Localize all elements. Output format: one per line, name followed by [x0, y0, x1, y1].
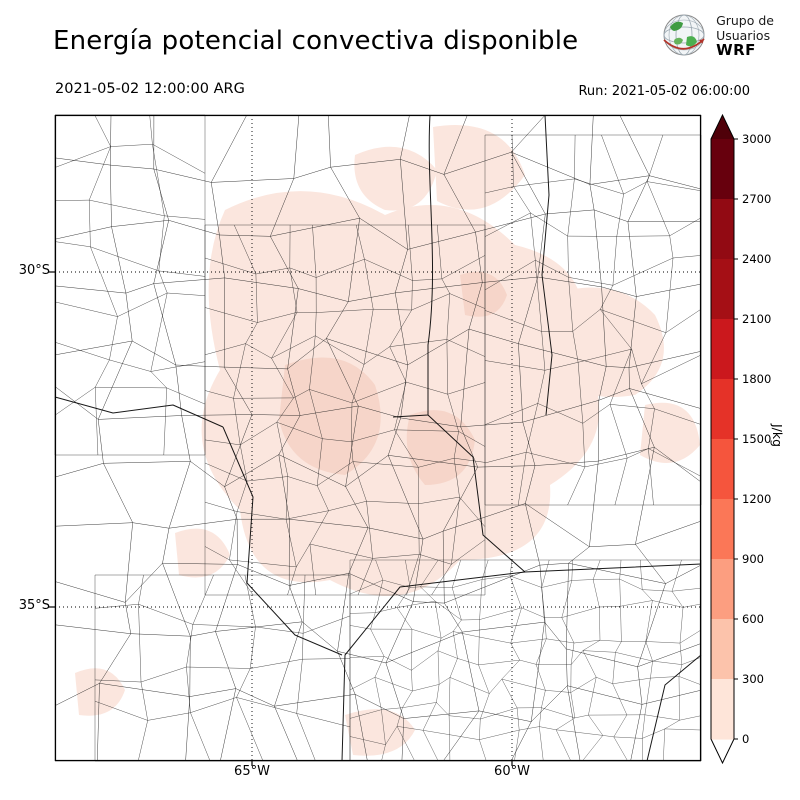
colorbar-tick-label: 1200: [742, 492, 771, 506]
colorbar-segment: [711, 259, 734, 320]
colorbar-tick-label: 900: [742, 552, 764, 566]
wrf-logo: Grupo de Usuarios WRF: [661, 12, 774, 58]
colorbar-segment: [711, 559, 734, 620]
department-boundaries: [54, 114, 702, 762]
colorbar-segment: [711, 319, 734, 380]
lon-tick-60w: 60°W: [494, 764, 530, 779]
lat-tick-35s: 35°S: [18, 598, 50, 613]
colorbar-tick-label: 1500: [742, 432, 771, 446]
colorbar-unit-label: J/kg: [770, 423, 786, 448]
lat-tick-30s: 30°S: [18, 263, 50, 278]
colorbar-tick-label: 0: [742, 732, 749, 746]
colorbar-segment: [711, 199, 734, 260]
wrf-logo-text: Grupo de Usuarios WRF: [716, 13, 774, 58]
colorbar-tick-label: 600: [742, 612, 764, 626]
colorbar-arrow-top: [711, 115, 734, 139]
map-plot: [49, 114, 702, 766]
run-time-label: Run: 2021-05-02 06:00:00: [578, 84, 750, 99]
boundary-mesh: [204, 224, 486, 596]
boundary-mesh: [54, 114, 206, 456]
logo-line-2: Usuarios: [716, 27, 771, 43]
valid-time-label: 2021-05-02 12:00:00 ARG: [55, 81, 245, 97]
colorbar-segment: [711, 379, 734, 440]
axis-ticks: [49, 271, 513, 766]
colorbar-tick-label: 3000: [742, 132, 771, 146]
colorbar-segment: [711, 619, 734, 680]
page-title: Energía potencial convectiva disponible: [53, 26, 579, 56]
colorbar-tick-label: 2400: [742, 252, 771, 266]
colorbar-segment: [711, 499, 734, 560]
boundary-mesh: [349, 559, 702, 762]
lon-tick-65w: 65°W: [234, 764, 270, 779]
colorbar-tick-label: 1800: [742, 372, 771, 386]
colorbar-arrow-bottom: [711, 739, 734, 763]
map-border: [54, 114, 702, 762]
colorbar-tick-label: 2700: [742, 192, 771, 206]
boundary-mesh: [94, 574, 351, 762]
colorbar-tick-label: 2100: [742, 312, 771, 326]
province-boundaries: [54, 114, 702, 762]
globe-icon: [663, 14, 705, 56]
colorbar-segment: [711, 439, 734, 500]
cape-shading-layer: [75, 125, 700, 756]
logo-line-3: WRF: [716, 40, 756, 59]
colorbar-segment: [711, 139, 734, 200]
colorbar-segment: [711, 679, 734, 740]
logo-line-1: Grupo de: [716, 12, 774, 28]
colorbar-tick-label: 300: [742, 672, 764, 686]
